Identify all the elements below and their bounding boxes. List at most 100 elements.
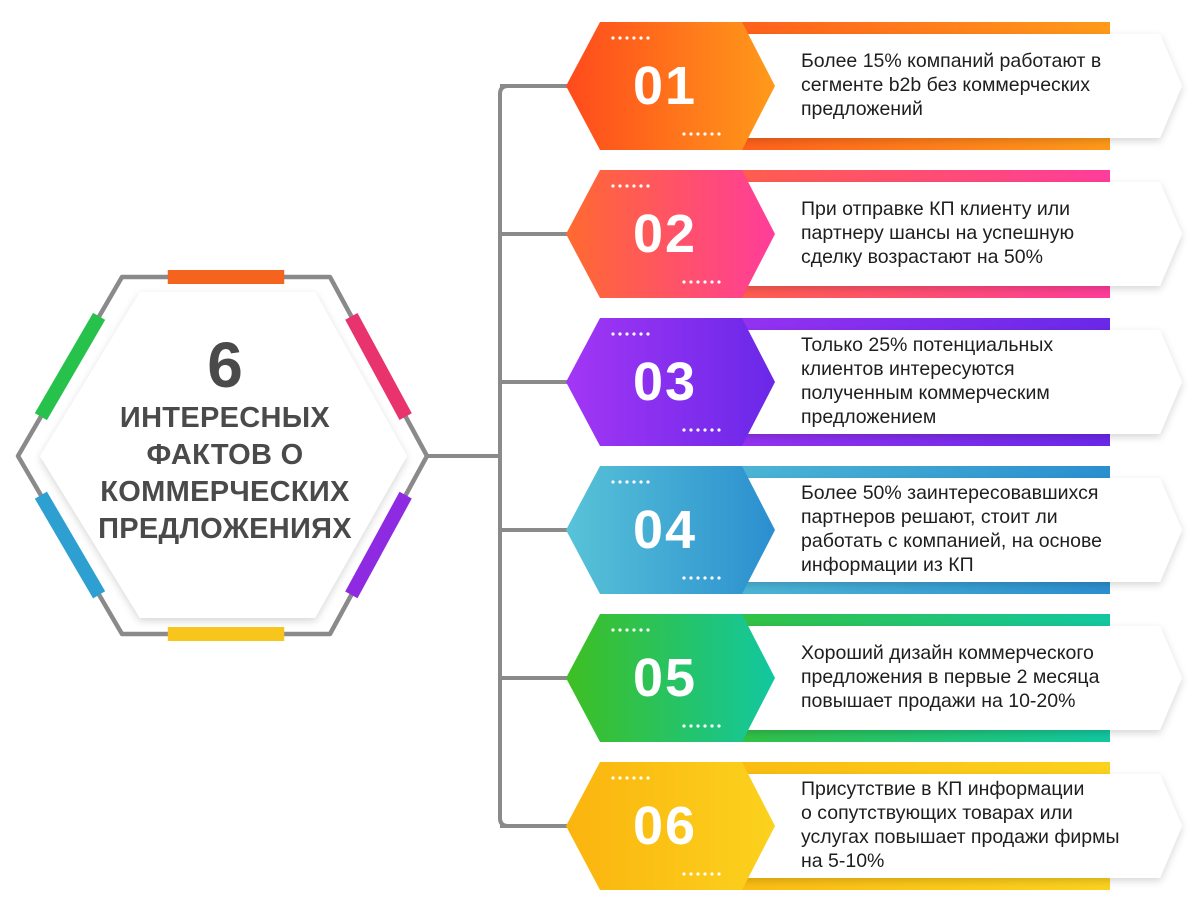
fact-card: [700, 182, 1182, 286]
badge-dot: [639, 184, 643, 188]
badge-dot: [689, 724, 693, 728]
badge-dot: [710, 724, 714, 728]
center-line-1: ИНТЕРЕСНЫХ: [119, 402, 331, 434]
badge-dot: [611, 480, 615, 484]
badge-dot: [632, 36, 636, 40]
fact-number-badge: [566, 170, 775, 298]
fact-description-line: Более 50% заинтересовавшихся: [801, 482, 1099, 504]
badge-dot: [682, 280, 686, 284]
fact-description-line: клиентов интересуются: [801, 358, 1015, 380]
badge-dot: [696, 724, 700, 728]
fact-description: Хороший дизайн коммерческого предложения …: [801, 641, 1161, 713]
fact-description: При отправке КП клиенту или партнеру шанс…: [801, 197, 1161, 269]
fact-card: [700, 626, 1182, 730]
fact-number: 01: [632, 56, 698, 116]
badge-dot: [611, 36, 615, 40]
connector-bus: [498, 84, 516, 828]
fact-description-line: услугах повышает продажи фирмы: [801, 826, 1120, 848]
badge-dot: [703, 576, 707, 580]
badge-dot: [618, 776, 622, 780]
fact-description-line: повышает продажи на 10-20%: [801, 690, 1076, 712]
center-hexagon-frame: [15, 274, 430, 637]
badge-dot: [696, 428, 700, 432]
badge-dot: [618, 480, 622, 484]
fact-description-line: Хороший дизайн коммерческого: [801, 642, 1094, 664]
badge-dot: [639, 332, 643, 336]
badge-dot: [639, 480, 643, 484]
badge-dot: [646, 36, 650, 40]
badge-dot: [689, 576, 693, 580]
badge-dot: [639, 36, 643, 40]
fact-description-line: на 5-10%: [801, 850, 885, 872]
fact-description-line: Более 15% компаний работают в: [801, 50, 1102, 72]
badge-dot: [646, 184, 650, 188]
fact-description-line: предложений: [801, 98, 923, 120]
fact-number-badge: [566, 318, 775, 446]
fact-description-line: партнеру шансы на успешную: [801, 222, 1075, 244]
center-line-3: КОММЕРЧЕСКИХ: [100, 476, 350, 508]
badge-dot: [639, 628, 643, 632]
badge-dot: [703, 428, 707, 432]
fact-description-line: сделку возрастают на 50%: [801, 246, 1043, 268]
badge-dot: [703, 872, 707, 876]
badge-dot: [703, 280, 707, 284]
badge-dot: [717, 132, 721, 136]
badge-dot: [611, 184, 615, 188]
badge-dot: [696, 576, 700, 580]
badge-dot: [689, 280, 693, 284]
badge-dot: [682, 132, 686, 136]
fact-number: 06: [632, 796, 698, 856]
badge-dot: [717, 280, 721, 284]
fact-description-line: информации из КП: [801, 554, 974, 576]
badge-dot: [646, 628, 650, 632]
badge-dot: [689, 428, 693, 432]
badge-dot: [618, 332, 622, 336]
badge-dot: [625, 480, 629, 484]
badge-dot: [625, 776, 629, 780]
badge-dot: [689, 872, 693, 876]
fact-number-badge: [566, 762, 775, 890]
center-title: 6 ИНТЕРЕСНЫХ ФАКТОВ О КОММЕРЧЕСКИХ ПРЕДЛ…: [80, 330, 370, 548]
center-line-4: ПРЕДЛОЖЕНИЯХ: [98, 513, 352, 545]
center-number: 6: [207, 329, 243, 401]
hexagon-segment-upper-left: [34, 312, 106, 421]
fact-description-line: предложением: [801, 406, 937, 428]
badge-dot: [618, 628, 622, 632]
fact-card: [700, 330, 1182, 434]
fact-description: Более 50% заинтересовавшихся партнеров ре…: [801, 481, 1161, 577]
badge-dot: [639, 776, 643, 780]
fact-description-line: предложения в первые 2 месяца: [801, 666, 1100, 688]
badge-dot: [710, 132, 714, 136]
badge-dot: [625, 332, 629, 336]
badge-dot: [682, 428, 686, 432]
hexagon-segment-lower-right: [345, 491, 412, 599]
badge-dot: [611, 628, 615, 632]
badge-dot: [696, 280, 700, 284]
fact-description-line: о сопутствующих товарах или: [801, 802, 1073, 824]
badge-dot: [717, 428, 721, 432]
badge-dot: [682, 576, 686, 580]
badge-dot: [696, 872, 700, 876]
badge-dot: [632, 184, 636, 188]
badge-dot: [632, 628, 636, 632]
badge-dot: [703, 132, 707, 136]
fact-number-badge: [566, 466, 775, 594]
badge-dot: [703, 724, 707, 728]
fact-number: 03: [632, 352, 698, 412]
badge-dot: [625, 184, 629, 188]
badge-dot: [696, 132, 700, 136]
badge-dot: [710, 280, 714, 284]
fact-description: Присутствие в КП информации о сопутствующ…: [801, 777, 1161, 873]
badge-dot: [632, 332, 636, 336]
fact-number-badge: [566, 22, 775, 150]
badge-dot: [618, 36, 622, 40]
badge-dot: [710, 576, 714, 580]
badge-dot: [646, 776, 650, 780]
hexagon-segment-lower-left: [34, 491, 106, 599]
badge-dot: [710, 428, 714, 432]
fact-description-line: При отправке КП клиенту или: [801, 198, 1071, 220]
center-line-2: ФАКТОВ О: [146, 439, 304, 471]
badge-dot: [682, 724, 686, 728]
center-hexagon-fill: [40, 292, 407, 618]
